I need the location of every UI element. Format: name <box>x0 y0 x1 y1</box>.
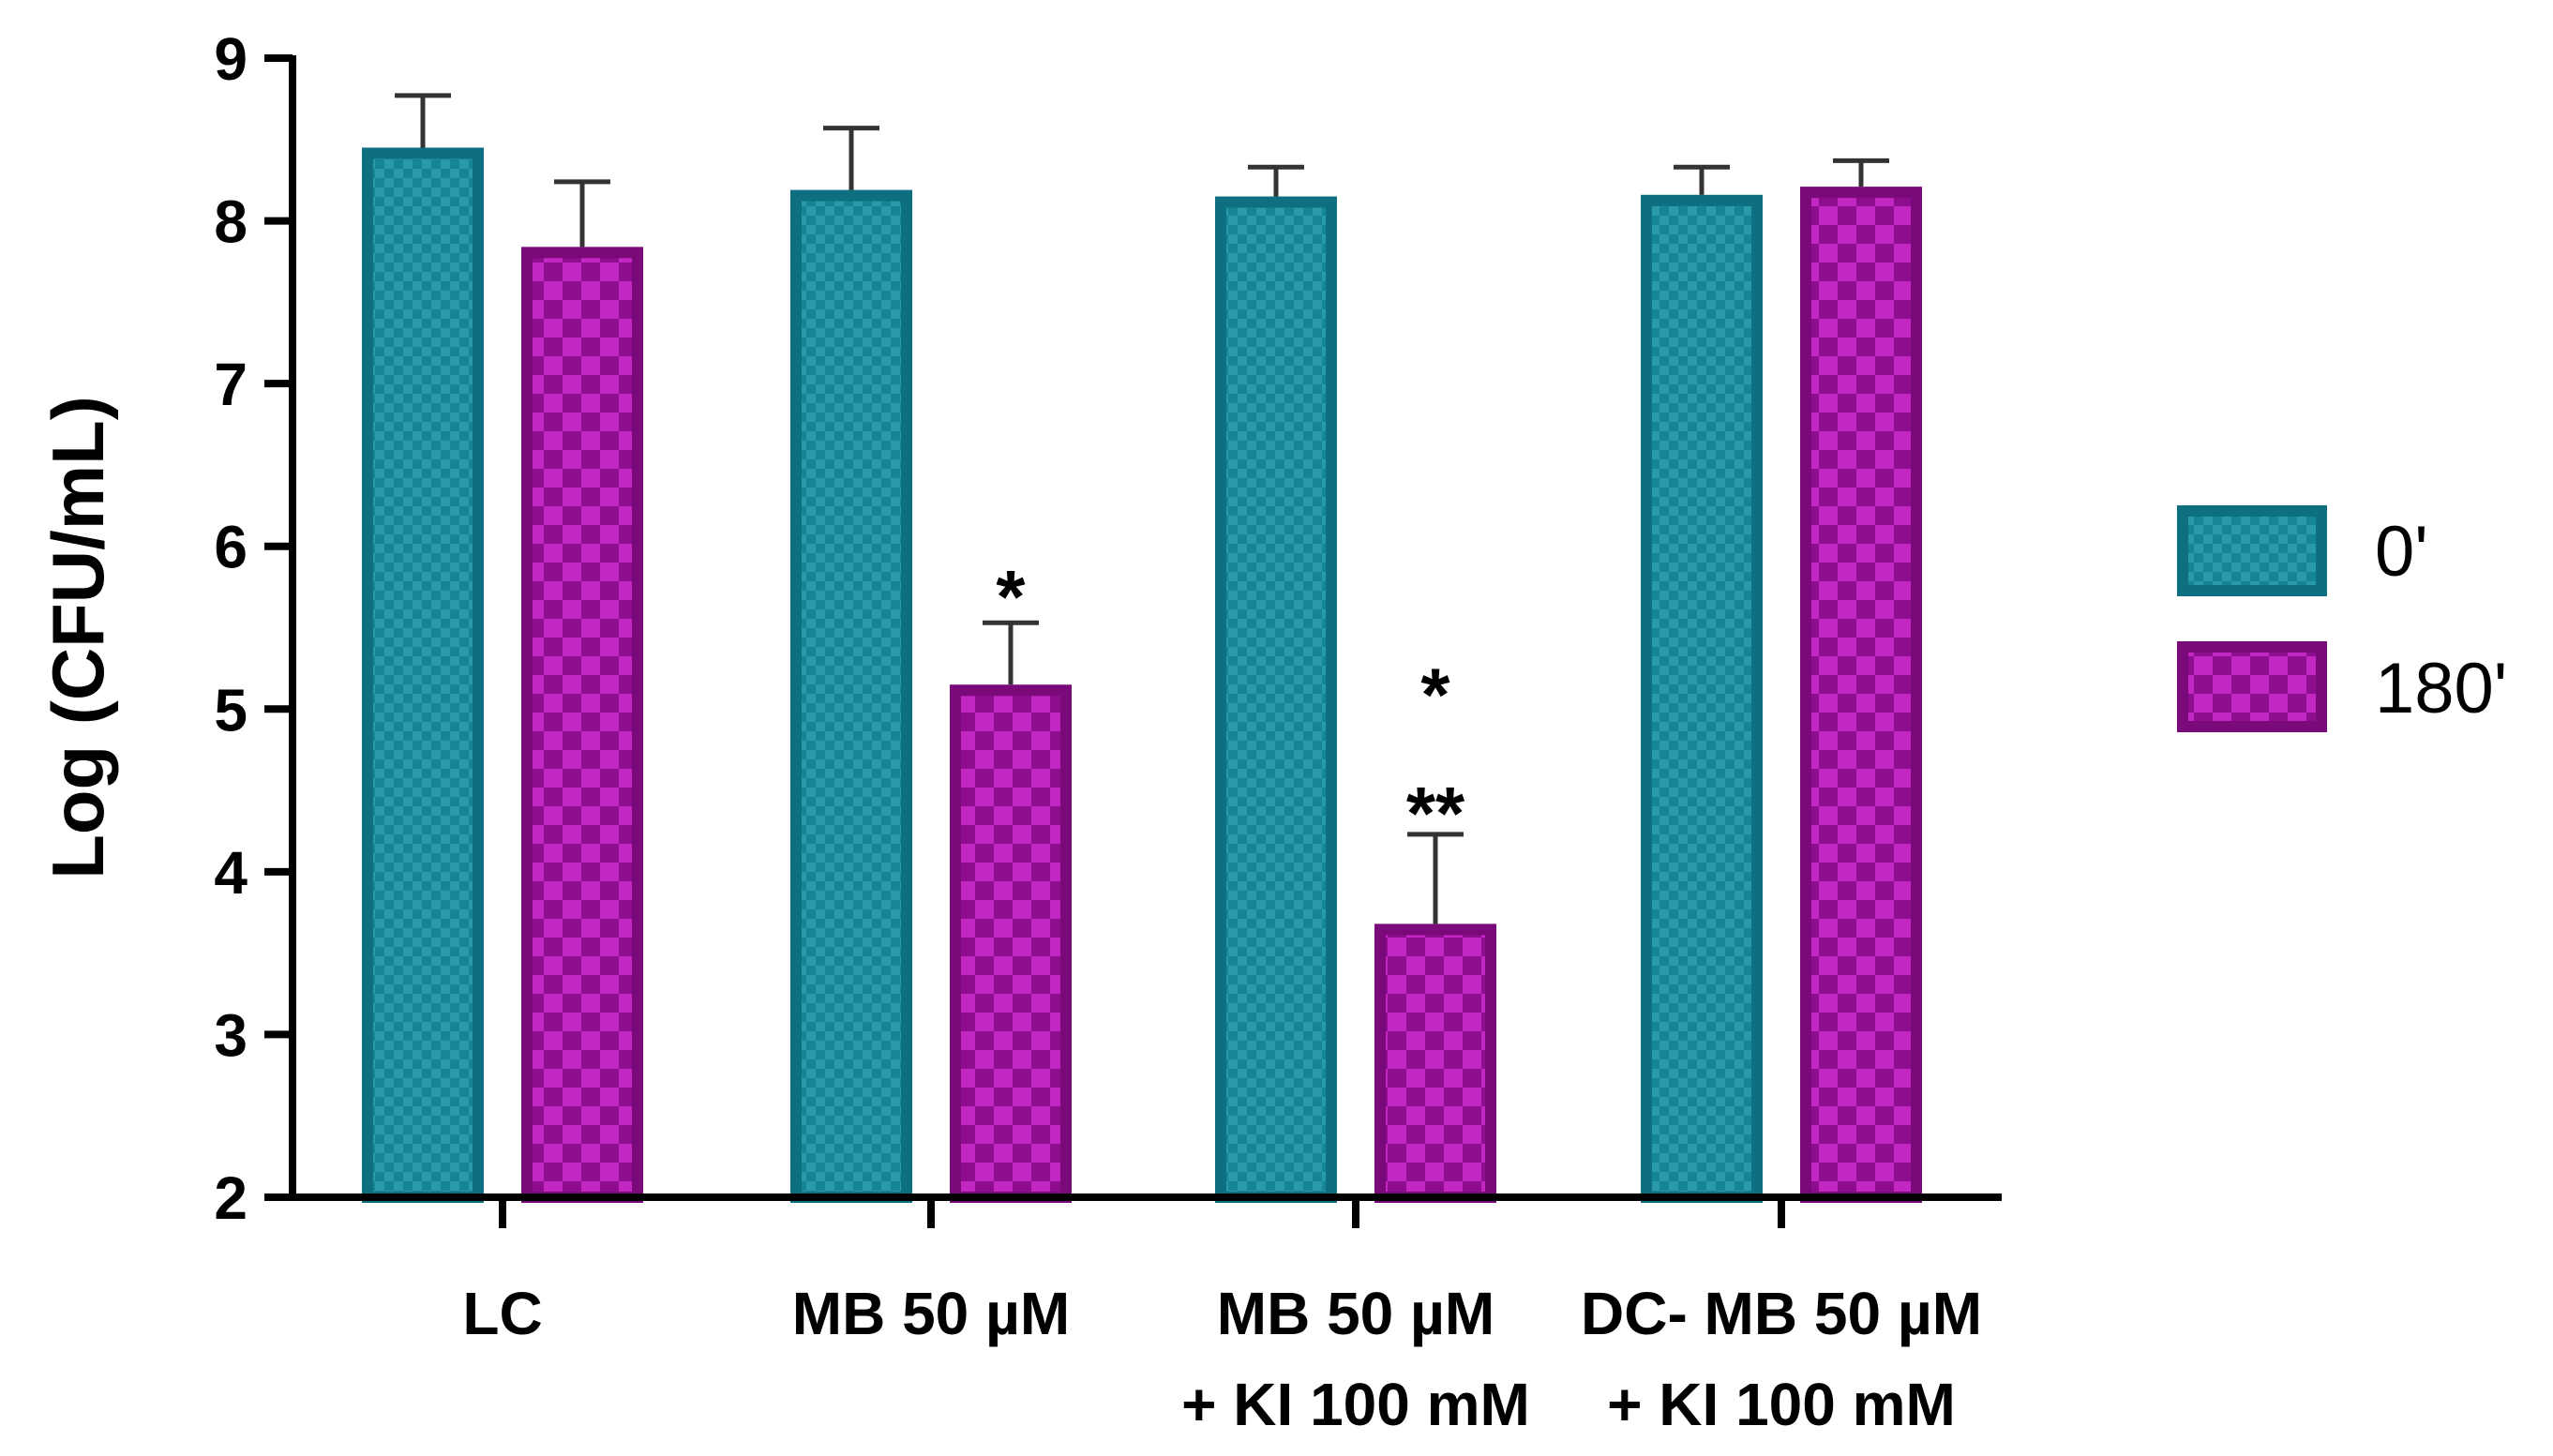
category-sublabel-2: + KI 100 mM <box>1181 1371 1530 1438</box>
bar-1-1 <box>950 684 1072 1203</box>
bar-0-3 <box>1641 194 1763 1203</box>
y-tick-label-6: 8 <box>214 188 248 256</box>
y-axis-label: Log (CFU/mL) <box>37 396 119 879</box>
legend-swatch-0 <box>2177 505 2327 596</box>
legend: 0' 180' <box>2177 505 2507 732</box>
legend-label-1: 180' <box>2375 649 2507 728</box>
y-tick-label-5: 7 <box>214 351 248 418</box>
y-tick-label-7: 9 <box>214 25 248 93</box>
bar-0-1 <box>790 189 912 1203</box>
bar-1-0 <box>521 247 643 1204</box>
bar-0-2 <box>1215 196 1337 1203</box>
category-label-0: LC <box>462 1280 542 1347</box>
category-label-3: DC- MB 50 µM <box>1581 1280 1982 1347</box>
category-label-2: MB 50 µM <box>1217 1280 1494 1347</box>
category-label-1: MB 50 µM <box>792 1280 1070 1347</box>
y-tick-label-2: 4 <box>214 839 248 907</box>
bar-0-0 <box>362 147 484 1204</box>
significance-marker-2: ** <box>1406 772 1465 855</box>
y-tick-label-4: 6 <box>214 514 248 581</box>
legend-swatch-1 <box>2177 641 2327 732</box>
y-tick-label-1: 3 <box>214 1001 248 1069</box>
plot-area: 2 3 4 5 6 7 8 9 LC MB 50 µM MB 50 µM + KI 100 mM DC-… <box>214 25 2002 1438</box>
bar-1-2 <box>1374 923 1496 1204</box>
legend-label-0: 0' <box>2375 512 2428 592</box>
y-tick-label-0: 2 <box>214 1164 248 1232</box>
category-sublabel-3: + KI 100 mM <box>1607 1371 1956 1438</box>
bar-1-3 <box>1800 187 1922 1203</box>
y-tick-label-3: 5 <box>214 676 248 743</box>
significance-marker-0: * <box>996 555 1026 638</box>
significance-marker-1: * <box>1420 653 1450 736</box>
